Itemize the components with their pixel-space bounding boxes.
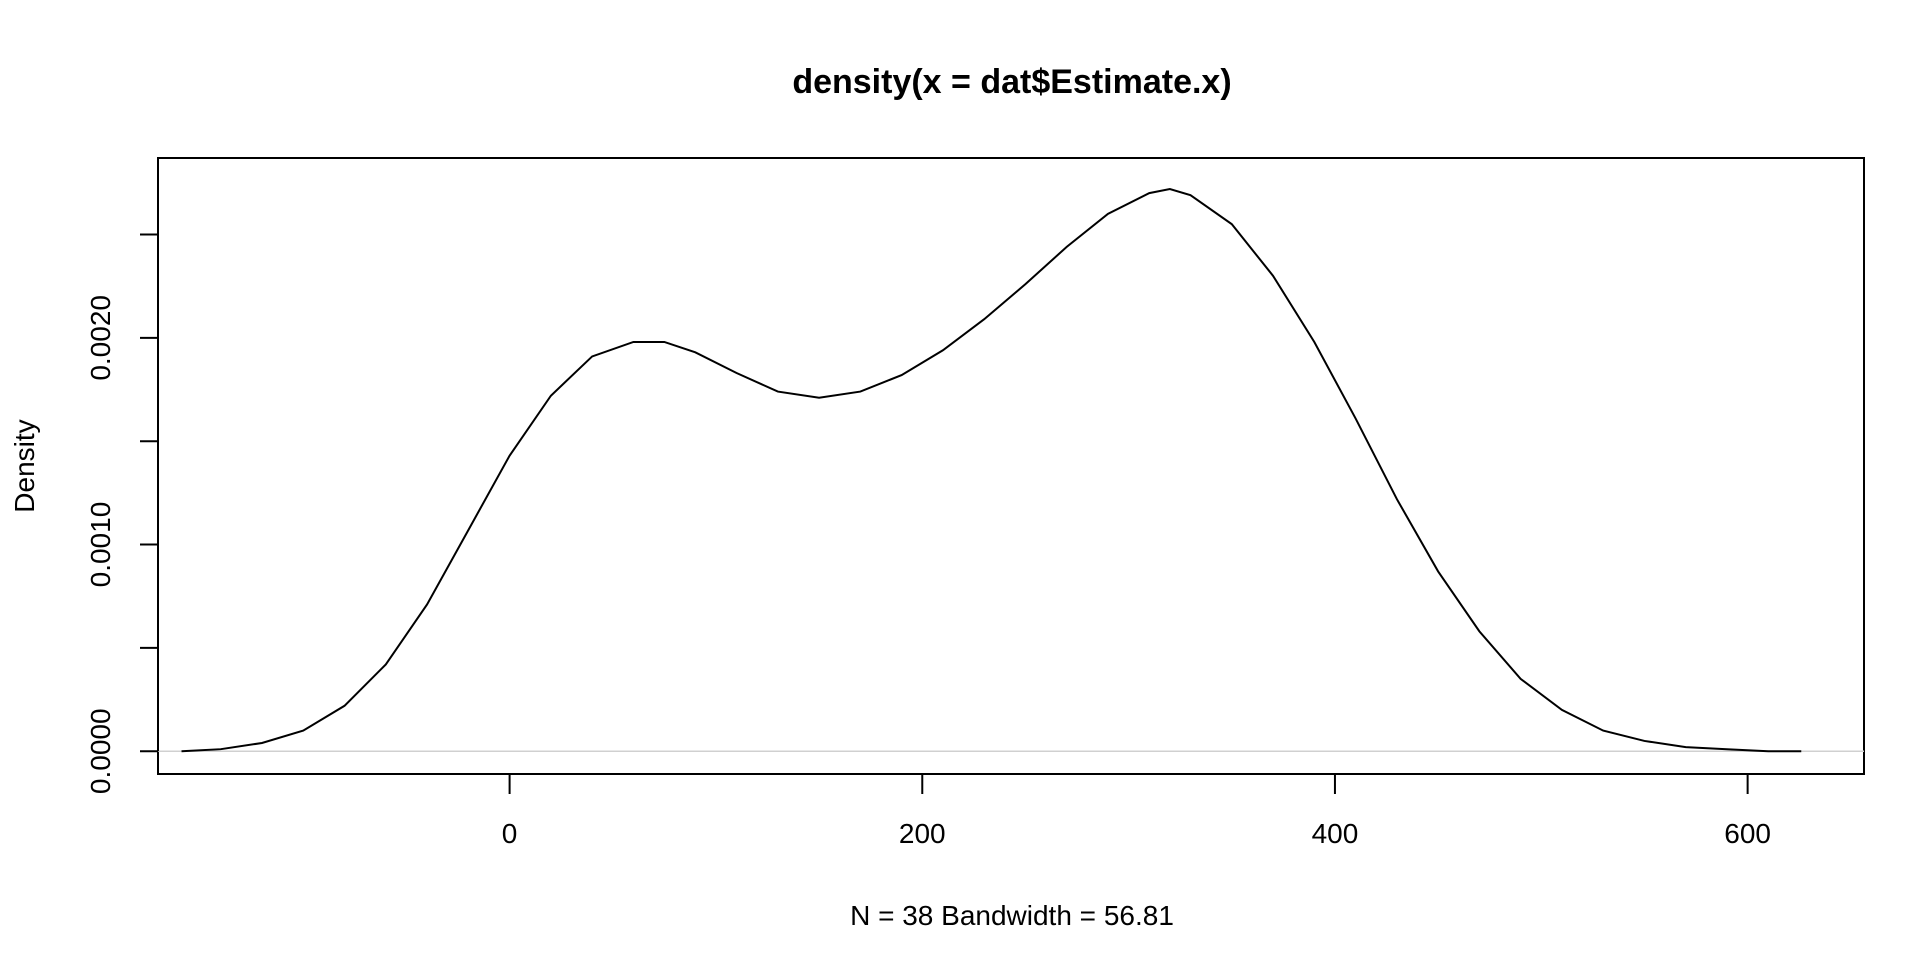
x-tick-label: 400 <box>1312 818 1359 849</box>
density-curve-line <box>181 187 1802 753</box>
plot-frame <box>157 157 1865 775</box>
y-axis-title: Density <box>9 419 40 512</box>
y-axis: 0.0000 0.0010 0.0020 <box>85 233 159 794</box>
x-tick-label: 200 <box>899 818 946 849</box>
y-tick-label: 0.0000 <box>85 708 116 794</box>
y-tick-label: 0.0010 <box>85 502 116 588</box>
x-axis: 0 200 400 600 <box>502 773 1771 849</box>
chart-title: density(x = dat$Estimate.x) <box>792 63 1231 101</box>
x-tick-label: 0 <box>502 818 518 849</box>
x-tick-label: 600 <box>1724 818 1771 849</box>
y-tick-label: 0.0020 <box>85 295 116 381</box>
x-axis-title: N = 38 Bandwidth = 56.81 <box>850 900 1174 931</box>
